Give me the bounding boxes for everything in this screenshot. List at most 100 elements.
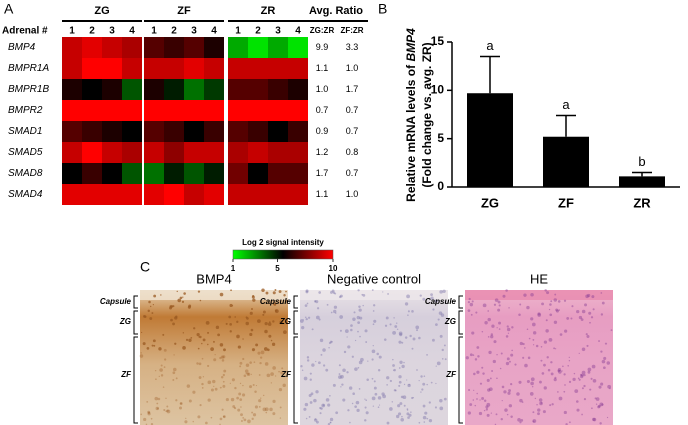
nucleus xyxy=(258,405,261,408)
nucleus xyxy=(225,322,228,325)
nucleus xyxy=(530,292,534,297)
heatmap-cell xyxy=(62,58,82,79)
nucleus xyxy=(526,305,530,310)
nucleus xyxy=(563,410,567,415)
nucleus xyxy=(522,356,525,359)
nucleus xyxy=(439,406,444,411)
nucleus xyxy=(172,379,175,381)
nucleus xyxy=(550,361,553,364)
nucleus xyxy=(372,345,374,347)
heatmap-cell xyxy=(184,142,204,163)
nucleus xyxy=(362,293,366,297)
nucleus xyxy=(497,300,501,304)
nucleus xyxy=(532,420,535,423)
nucleus xyxy=(158,375,160,378)
nucleus xyxy=(510,353,514,357)
nucleus xyxy=(511,326,514,329)
nucleus xyxy=(339,329,342,332)
nucleus xyxy=(364,398,366,400)
nucleus xyxy=(418,336,421,340)
nucleus xyxy=(435,365,437,367)
nucleus xyxy=(234,386,237,390)
nucleus xyxy=(270,382,273,384)
nucleus xyxy=(358,308,362,312)
heatmap-cell xyxy=(144,121,164,142)
nucleus xyxy=(207,364,210,368)
nucleus xyxy=(229,382,231,385)
nucleus xyxy=(529,392,534,396)
nucleus xyxy=(416,329,418,332)
colorbar-tick-label: 5 xyxy=(275,264,280,273)
nucleus xyxy=(542,410,546,414)
heatmap-cell xyxy=(82,142,102,163)
ratio-header: ZF:ZR xyxy=(340,26,363,35)
nucleus xyxy=(198,362,202,366)
nucleus xyxy=(599,402,604,407)
nucleus xyxy=(262,310,266,314)
nucleus xyxy=(497,308,501,312)
nucleus xyxy=(591,295,595,299)
nucleus xyxy=(242,417,245,419)
nucleus xyxy=(341,383,344,386)
heatmap-cell xyxy=(204,121,224,142)
nucleus xyxy=(538,398,543,402)
nucleus xyxy=(394,389,397,392)
nucleus xyxy=(574,389,579,394)
heatmap-cell xyxy=(82,100,102,121)
nucleus xyxy=(364,419,367,422)
nucleus xyxy=(268,334,272,338)
nucleus xyxy=(330,290,333,294)
nucleus xyxy=(279,417,282,419)
nucleus xyxy=(558,370,562,374)
nucleus xyxy=(402,395,407,399)
nucleus xyxy=(197,415,201,419)
nucleus xyxy=(251,411,254,414)
nucleus xyxy=(546,356,549,359)
heatmap-cell xyxy=(62,79,82,100)
heatmap-cell xyxy=(248,121,268,142)
nucleus xyxy=(347,345,351,349)
zone-bracket xyxy=(133,295,138,309)
zone-label: Capsule xyxy=(100,297,132,306)
nucleus xyxy=(389,379,393,383)
nucleus xyxy=(398,367,401,369)
heatmap-cell xyxy=(204,100,224,121)
nucleus xyxy=(350,324,353,327)
nucleus xyxy=(365,411,369,415)
y-axis-label-sub: (Fold change vs. avg. ZR) xyxy=(420,42,434,187)
nucleus xyxy=(519,303,522,306)
ratio-value: 9.9 xyxy=(316,42,329,52)
heatmap-cell xyxy=(228,79,248,100)
nucleus xyxy=(554,348,557,350)
nucleus xyxy=(243,374,247,378)
nucleus xyxy=(549,404,552,407)
nucleus xyxy=(315,360,317,363)
nucleus xyxy=(272,291,276,295)
nucleus xyxy=(254,405,258,409)
nucleus xyxy=(519,398,523,403)
nucleus xyxy=(367,360,369,362)
nucleus xyxy=(386,384,388,386)
nucleus xyxy=(378,404,381,406)
nucleus xyxy=(149,317,153,320)
nucleus xyxy=(176,290,178,293)
nucleus xyxy=(201,342,203,345)
nucleus xyxy=(188,399,192,403)
ratio-value: 0.9 xyxy=(316,126,329,136)
image-title: Negative control xyxy=(327,271,421,286)
nucleus xyxy=(357,330,359,333)
nucleus xyxy=(505,335,509,338)
nucleus xyxy=(234,316,236,318)
nucleus xyxy=(555,308,559,312)
nucleus xyxy=(193,327,196,330)
nucleus xyxy=(517,418,521,422)
nucleus xyxy=(215,325,220,330)
nucleus xyxy=(229,323,232,326)
nucleus xyxy=(544,289,547,292)
nucleus xyxy=(205,421,208,425)
nucleus xyxy=(592,417,597,422)
nucleus xyxy=(578,352,580,354)
nucleus xyxy=(304,316,307,319)
heatmap-cell xyxy=(144,100,164,121)
nucleus xyxy=(196,332,200,337)
